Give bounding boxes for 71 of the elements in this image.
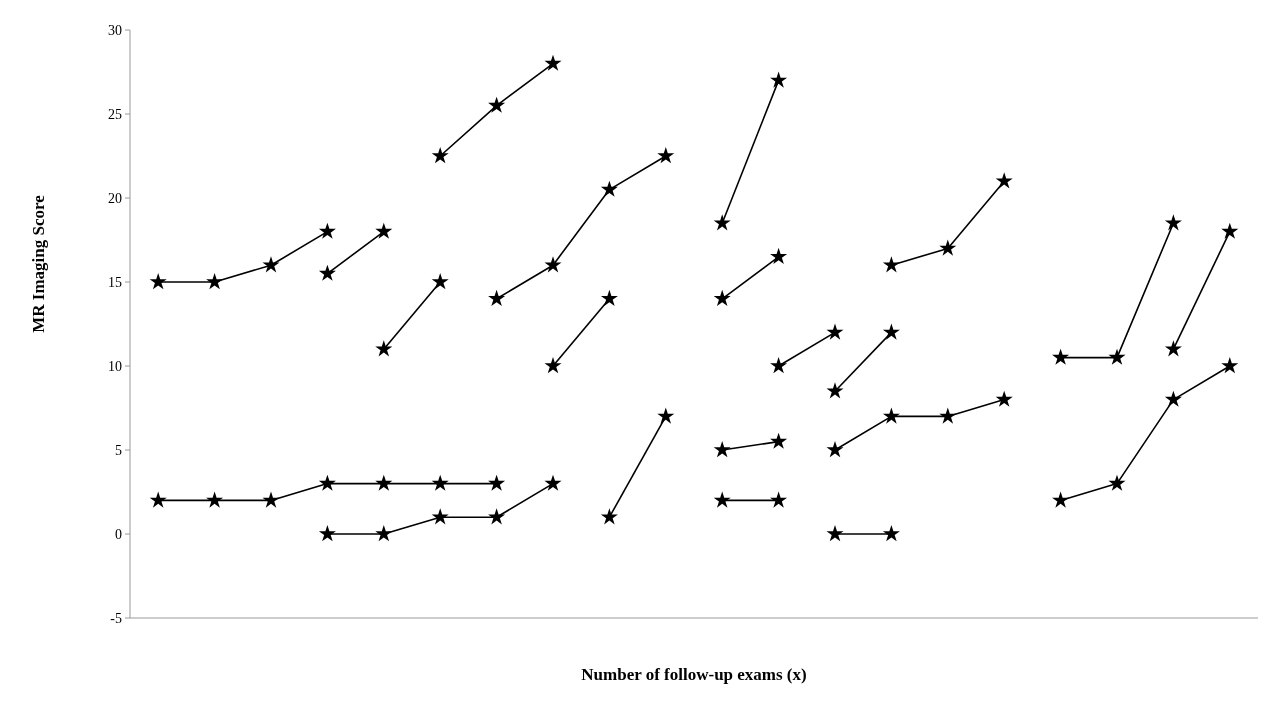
point (544, 54, 562, 71)
point (262, 491, 280, 508)
point (713, 289, 731, 307)
point (882, 323, 900, 340)
y-tick-label: -5 (110, 610, 122, 626)
point (1164, 390, 1182, 407)
point (149, 273, 167, 290)
point (375, 340, 393, 357)
point (488, 96, 506, 113)
point (206, 273, 224, 290)
point (544, 256, 562, 273)
point (1221, 222, 1239, 239)
point (713, 441, 731, 458)
point (600, 289, 618, 307)
point (826, 525, 844, 542)
point (770, 432, 788, 449)
point (488, 474, 506, 491)
point (318, 264, 336, 281)
point (206, 491, 224, 508)
point (995, 172, 1013, 189)
point (882, 525, 900, 542)
point (488, 508, 506, 525)
point (375, 222, 393, 239)
y-tick-label: 25 (108, 106, 122, 122)
point (1052, 348, 1070, 365)
point (544, 357, 562, 374)
point (1108, 474, 1126, 491)
point (657, 147, 675, 164)
point (375, 474, 393, 491)
point (770, 491, 788, 508)
point (318, 222, 336, 239)
point (657, 407, 675, 424)
point (431, 273, 449, 290)
point (600, 180, 618, 197)
point (375, 525, 393, 542)
point (431, 147, 449, 164)
point (1108, 348, 1126, 365)
point (770, 71, 788, 88)
point (1164, 214, 1182, 231)
x-axis-title: Number of follow-up exams (x) (581, 665, 807, 684)
point (488, 289, 506, 307)
y-tick-label: 0 (115, 526, 122, 542)
y-axis-title: MR Imaging Score (29, 194, 48, 333)
point (826, 382, 844, 399)
y-tick-label: 5 (115, 442, 122, 458)
y-tick-label: 30 (108, 22, 122, 38)
point (600, 508, 618, 525)
point (939, 407, 957, 424)
point (713, 491, 731, 508)
point (770, 247, 788, 265)
point (1164, 340, 1182, 357)
point (882, 256, 900, 273)
point (713, 214, 731, 231)
point (318, 525, 336, 542)
point (939, 239, 957, 256)
point (826, 441, 844, 458)
y-tick-label: 15 (108, 274, 122, 290)
point (149, 491, 167, 508)
point (882, 407, 900, 424)
point (431, 508, 449, 525)
point (1052, 491, 1070, 508)
point (544, 474, 562, 491)
y-tick-label: 20 (108, 190, 122, 206)
point (826, 323, 844, 340)
point (318, 474, 336, 491)
point (770, 357, 788, 374)
point (262, 256, 280, 273)
y-tick-label: 10 (108, 358, 122, 374)
point (995, 390, 1013, 407)
point (1221, 357, 1239, 374)
point (431, 474, 449, 491)
